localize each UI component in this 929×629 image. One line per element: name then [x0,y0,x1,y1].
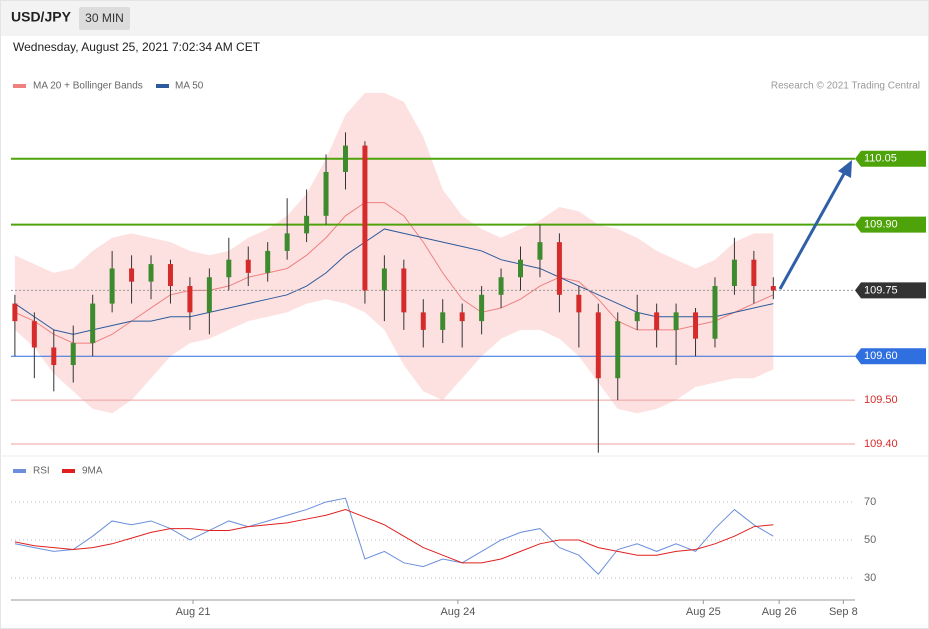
x-tick-label: Aug 24 [440,606,475,618]
legend-swatch [62,469,75,473]
candle-body [362,145,368,291]
level-label: 109.40 [864,438,898,450]
level-box [855,216,926,233]
legend-label: MA 50 [175,81,204,92]
candle-body [654,312,660,330]
x-tick-label: Aug 26 [762,606,797,618]
candle-body [556,242,562,295]
forecast-arrowhead [838,160,852,178]
candle-body [634,312,640,322]
candle-body [381,268,387,291]
candle-body [245,259,251,273]
symbol: USD/JPY [11,9,72,25]
candle-body [751,259,757,287]
level-label: 109.50 [864,394,898,406]
candle-body [109,268,115,304]
level-box [855,348,926,365]
level-box [855,150,926,167]
candle-body [770,286,776,291]
candle-body [12,303,18,322]
candle-body [31,321,37,348]
level-label: 109.75 [864,284,898,296]
candle-body [712,286,718,339]
candle-body [615,321,621,379]
y-tick-label: 70 [864,496,876,508]
legend-label: RSI [33,466,50,477]
candle-body [304,215,310,234]
candle-body [693,312,699,339]
ma20-line [14,202,774,344]
candle-body [342,145,348,172]
bollinger-band [14,92,774,414]
credit: Research © 2021 Trading Central [771,81,920,92]
rsi-line [14,497,774,575]
candle-body [187,286,193,313]
candle-body [595,312,601,379]
candle-body [401,268,407,313]
candle-body [537,242,543,260]
interval: 30 MIN [85,11,124,25]
header-bar [0,0,929,36]
level-label: 109.60 [864,350,898,362]
date: Wednesday, August 25, 2021 7:02:34 AM CE… [13,40,261,54]
candle-body [167,264,173,287]
legend-swatch [13,84,26,88]
candle-body [90,303,96,344]
ma50-line [14,228,774,335]
candle-body [576,294,582,313]
y-tick-label: 30 [864,572,876,584]
candle-body [51,347,57,366]
candle-body [731,259,737,287]
legend-label: 9MA [82,466,103,477]
candle-body [265,250,271,273]
candle-body [498,277,504,295]
x-tick-label: Sep 8 [829,606,858,618]
candle-body [459,312,465,322]
candle-body [206,277,212,313]
candle-body [284,233,290,251]
candle-body [129,268,135,282]
rsi-line [14,509,774,564]
level-label: 110.05 [864,153,897,165]
level-label: 109.90 [864,218,898,230]
legend-label: MA 20 + Bollinger Bands [33,81,143,92]
candle-body [323,171,329,216]
candle-body [673,312,679,330]
x-tick-label: Aug 21 [176,606,211,618]
candle-body [518,259,524,278]
candle-body [226,259,232,278]
forecast-arrow [778,171,847,290]
candle-body [148,264,154,282]
x-tick-label: Aug 25 [686,606,721,618]
candle-body [420,312,426,330]
candle-body [70,343,76,366]
legend-swatch [156,84,169,88]
legend-swatch [13,469,26,473]
candle-body [440,312,446,330]
candle-body [479,294,485,322]
level-box [855,282,926,299]
interval-box [79,7,130,30]
y-tick-label: 50 [864,534,876,546]
